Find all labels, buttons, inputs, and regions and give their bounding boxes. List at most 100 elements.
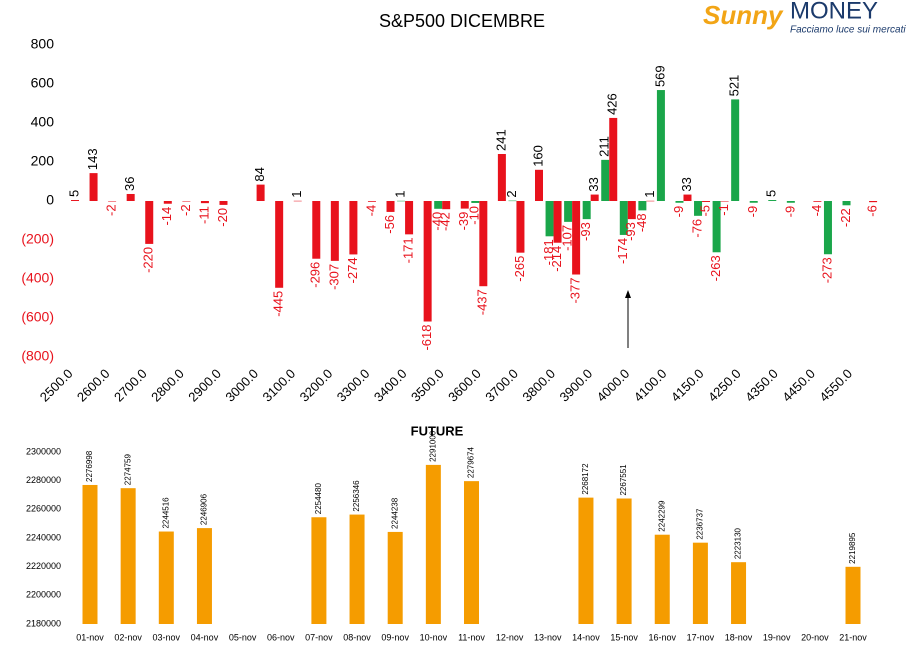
y-tick-label: 200: [31, 153, 55, 169]
x-tick-label: 16-nov: [648, 632, 676, 642]
x-tick-label: 05-nov: [229, 632, 257, 642]
y-tick-label: (600): [21, 309, 54, 325]
bar: [397, 200, 406, 202]
bar: [145, 201, 154, 244]
value-label: 426: [605, 93, 620, 115]
value-label: 2: [504, 190, 519, 197]
x-tick-label: 4000.0: [594, 366, 633, 405]
value-label: -56: [382, 215, 397, 234]
value-label: 1: [393, 191, 408, 198]
x-tick-label: 3300.0: [334, 366, 373, 405]
value-label: -6: [865, 205, 880, 217]
bar: [200, 201, 209, 204]
x-tick-label: 3600.0: [445, 366, 484, 405]
value-label: -263: [708, 255, 723, 281]
bar: [508, 200, 517, 202]
value-label: -22: [838, 208, 853, 227]
y-tick-label: 800: [31, 36, 55, 52]
x-tick-label: 09-nov: [381, 632, 409, 642]
bar: [330, 201, 339, 261]
value-label: -40: [430, 212, 445, 231]
x-tick-label: 3900.0: [557, 366, 596, 405]
x-tick-label: 2800.0: [148, 366, 187, 405]
y-tick-label: 0: [46, 192, 54, 208]
value-label: -171: [401, 237, 416, 263]
bar: [535, 169, 543, 201]
x-tick-label: 08-nov: [343, 632, 371, 642]
x-tick-label: 4350.0: [742, 366, 781, 405]
value-label: -93: [623, 222, 638, 241]
value-label: -9: [671, 206, 686, 218]
x-tick-label: 2900.0: [185, 366, 224, 405]
x-tick-label: 3200.0: [297, 366, 336, 405]
x-tick-label: 2500.0: [37, 366, 76, 405]
value-label: 2291000: [428, 430, 437, 462]
bar: [312, 201, 321, 259]
bar: [108, 201, 117, 202]
x-tick-label: 4150.0: [668, 366, 707, 405]
value-label: 241: [493, 129, 508, 151]
value-label: -2: [178, 204, 193, 216]
x-tick-label: 20-nov: [801, 632, 829, 642]
value-label: -274: [345, 257, 360, 283]
y-tick-label: 2240000: [26, 532, 61, 542]
value-label: 211: [597, 136, 612, 157]
bar: [656, 90, 665, 201]
value-label: 2244238: [390, 497, 399, 529]
bar: [196, 528, 212, 624]
y-tick-label: 2200000: [26, 590, 61, 600]
bar: [619, 201, 628, 235]
x-tick-label: 06-nov: [267, 632, 295, 642]
bar: [71, 200, 79, 201]
value-label: 2274759: [123, 453, 132, 485]
x-tick-label: 07-nov: [305, 632, 333, 642]
value-label: 2236737: [696, 508, 705, 540]
x-tick-label: 4100.0: [631, 366, 670, 405]
bar: [120, 488, 136, 624]
bar: [460, 201, 469, 209]
value-label: -445: [271, 291, 286, 317]
bar: [275, 201, 284, 288]
bar: [654, 534, 670, 624]
bar: [731, 99, 740, 201]
value-label: -5: [697, 205, 712, 217]
bar: [434, 201, 443, 209]
value-label: -265: [512, 256, 527, 282]
y-tick-label: 2300000: [26, 446, 61, 456]
bar: [702, 201, 711, 202]
value-label: -9: [782, 206, 797, 218]
bar: [367, 201, 376, 202]
x-tick-label: 21-nov: [839, 632, 867, 642]
logo-tagline: Facciamo luce sui mercati: [790, 25, 906, 36]
value-label: -39: [456, 212, 471, 231]
value-label: -48: [634, 213, 649, 232]
value-label: 84: [252, 167, 267, 181]
bar: [545, 201, 554, 237]
value-label: 2219895: [848, 532, 857, 564]
bar: [82, 484, 98, 624]
x-tick-label: 4550.0: [816, 366, 855, 405]
bar: [256, 184, 265, 201]
value-label: -307: [326, 264, 341, 290]
bar: [311, 517, 327, 624]
bar: [601, 159, 610, 201]
bar: [712, 201, 721, 253]
value-label: -4: [363, 205, 378, 217]
bar: [731, 562, 747, 624]
bar: [590, 194, 599, 201]
bar: [387, 531, 403, 624]
bar: [786, 201, 795, 203]
value-label: -181: [541, 239, 556, 265]
y-tick-label: (400): [21, 270, 54, 286]
value-label: -296: [308, 262, 323, 288]
value-label: -9: [745, 206, 760, 218]
value-label: -93: [578, 222, 593, 241]
bar: [464, 481, 479, 624]
x-tick-label: 11-nov: [458, 632, 485, 642]
value-label: -20: [215, 208, 230, 227]
value-label: 2246906: [200, 493, 209, 525]
y-tick-label: 400: [31, 114, 55, 130]
y-tick-label: 2280000: [26, 475, 61, 485]
bar: [692, 542, 708, 624]
